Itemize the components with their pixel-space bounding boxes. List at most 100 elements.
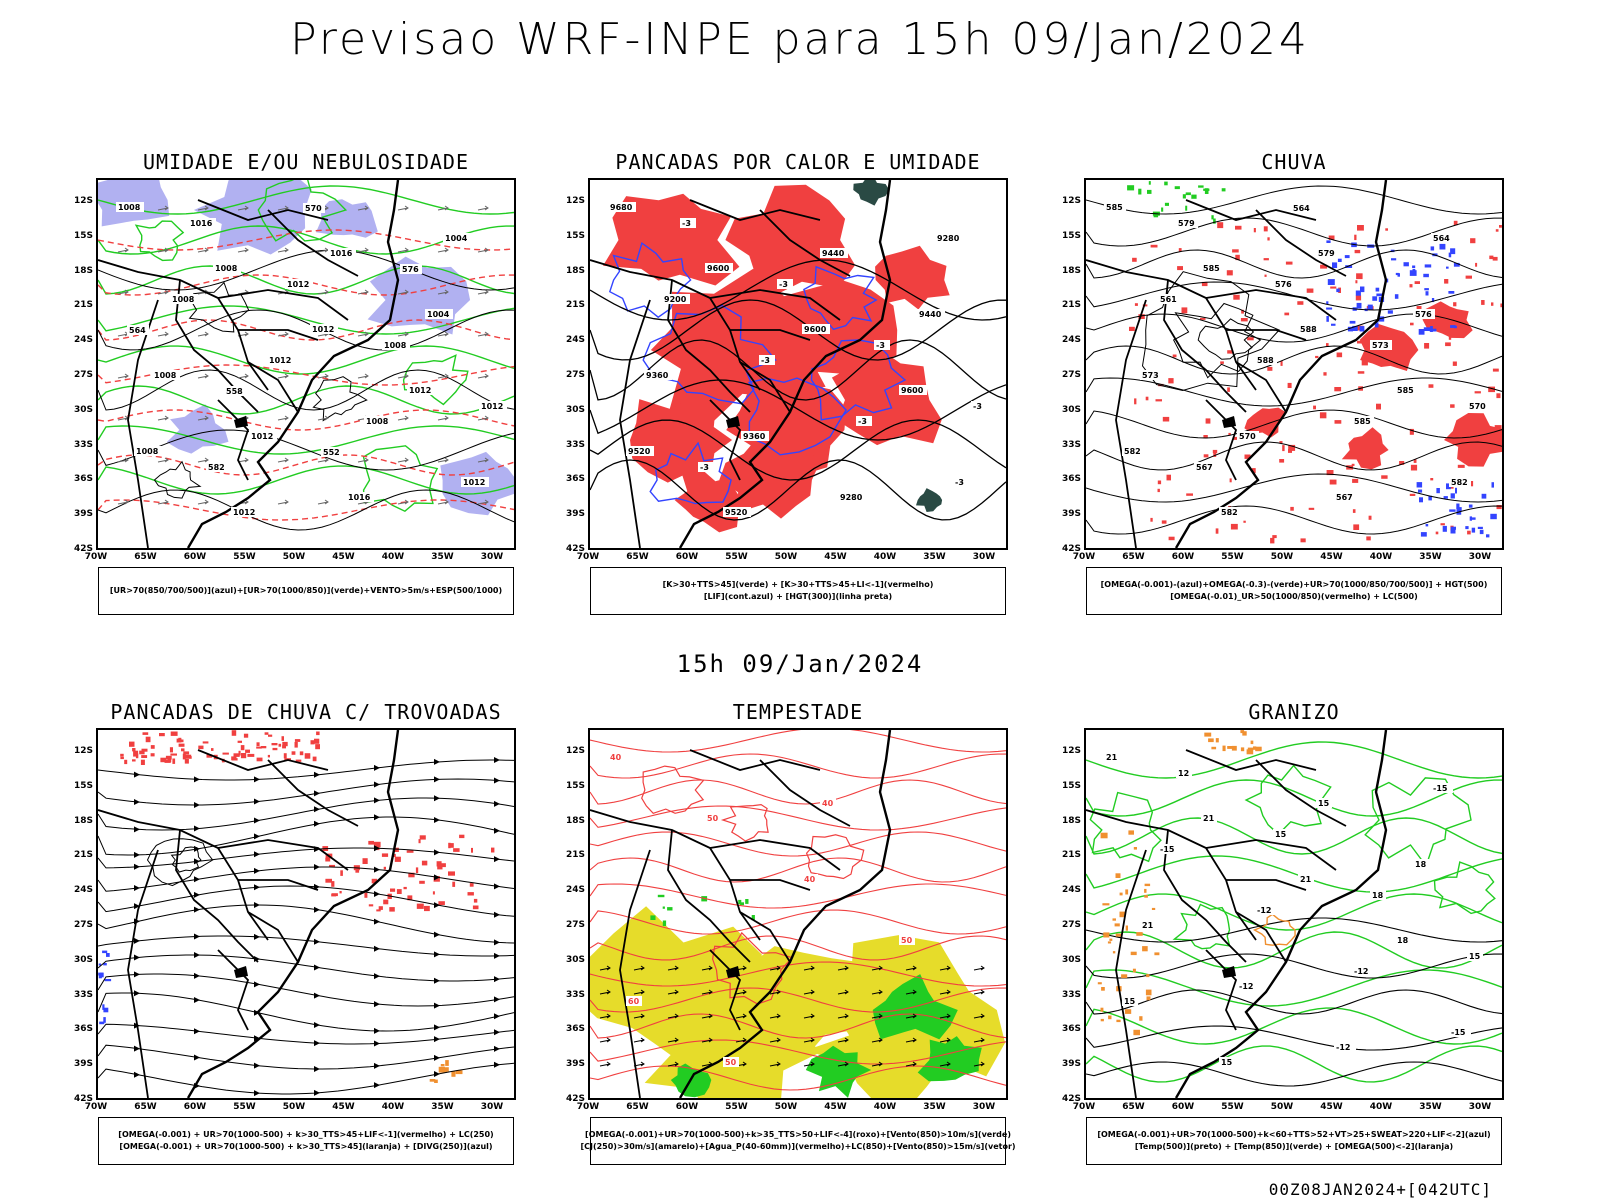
omega500-area	[1119, 911, 1126, 918]
streamline-arrowhead	[254, 1090, 260, 1097]
omega-ur-area	[1186, 493, 1193, 496]
omega-ur-area	[1243, 520, 1246, 523]
omega-ur-area	[1226, 270, 1233, 276]
lagoa-dos-patos	[234, 416, 248, 428]
lon-tick-label: 55W	[1221, 552, 1244, 562]
contour-label: 9280	[937, 234, 960, 243]
wind-vector	[437, 205, 449, 211]
state-border	[1185, 749, 1317, 771]
state-border	[267, 759, 359, 827]
wind850-vector	[701, 965, 713, 971]
wind-vector	[397, 331, 409, 337]
omega-001-area	[1349, 320, 1356, 324]
map-canvas	[98, 730, 514, 1098]
omega-ur-area	[1150, 517, 1153, 522]
wind850-vector	[735, 1037, 747, 1043]
streamline-arrowhead	[314, 771, 320, 778]
omega-ur-tts-area	[325, 857, 331, 862]
omega-ur-tts-area	[132, 759, 136, 762]
omega-ur-area	[1200, 317, 1206, 320]
contour-label-bg	[1273, 279, 1295, 289]
omega-ur-tts-area	[378, 906, 383, 910]
wind-vector	[477, 205, 489, 211]
omega500-area	[1100, 832, 1108, 839]
omega-ur-blob	[1444, 413, 1502, 467]
omega500-area	[1100, 1007, 1104, 1012]
omega-ur-area	[1272, 535, 1277, 539]
omega-001-area	[1418, 489, 1423, 493]
lc250-streamline	[98, 866, 514, 892]
wind850-area	[650, 915, 656, 920]
omega-001-area	[1394, 294, 1399, 299]
omega-001-area	[1423, 273, 1429, 278]
omega-001-area	[1412, 269, 1416, 274]
omega-ur-area	[1399, 461, 1405, 465]
contour-label-bg	[479, 401, 507, 411]
state-border	[1255, 209, 1347, 277]
omega-ur-k-area	[445, 1060, 449, 1066]
contour-label-bg	[1122, 446, 1144, 456]
lon-tick-label: 30W	[972, 1102, 996, 1112]
omega-001-area	[1374, 322, 1379, 328]
omega-ur-area	[1320, 264, 1328, 269]
omega-001-area	[1491, 482, 1494, 488]
contour-label-bg	[1158, 844, 1180, 854]
streamline-arrowhead	[374, 1082, 380, 1089]
omega-ur-area	[1355, 295, 1362, 301]
contour-label-bg	[285, 279, 313, 289]
omega-03-area	[1221, 188, 1226, 192]
omega-ur-tts-area	[142, 732, 149, 735]
divg250-area	[103, 963, 107, 966]
pressure-low	[188, 281, 250, 333]
panel-granizo: GRANIZO 21 21 21 18 15 15 15 18 21 -12 -12 -15 -15 -12…	[1062, 700, 1504, 1170]
lagoa-dos-patos	[726, 966, 740, 978]
streamline-arrowhead	[134, 1045, 140, 1052]
temp500-contour	[1086, 1025, 1502, 1051]
contour-label: 588	[1300, 325, 1317, 334]
contour-label: 576	[1415, 310, 1432, 319]
lif-contour	[803, 265, 878, 331]
contour-label: 582	[208, 463, 225, 472]
omega-ur-tts-area	[331, 893, 337, 897]
lc250-streamline	[98, 954, 514, 982]
contour-label: 567	[1336, 493, 1353, 502]
hgt500-contour	[1086, 185, 1502, 215]
omega-001-area	[1468, 504, 1473, 508]
omega-ur-tts-area	[403, 886, 407, 890]
lat-tick-label: 42S	[565, 1094, 585, 1104]
state-border	[1255, 759, 1347, 827]
omega500-area	[1144, 888, 1147, 893]
lon-tick-label: 40W	[873, 552, 897, 562]
omega-ur-tts-area	[314, 738, 320, 744]
contour-label-bg	[662, 294, 690, 304]
omega500-area	[1114, 923, 1120, 927]
wind850-vector	[837, 965, 849, 971]
jet-250-area	[806, 988, 957, 1098]
omega-ur-tts-area	[432, 891, 435, 895]
omega-ur-tts-area	[272, 747, 278, 751]
wind850-vector	[939, 1037, 951, 1043]
omega-03-area	[1213, 218, 1216, 224]
contour-label: 9680	[610, 203, 633, 212]
wind850-vector	[871, 1061, 883, 1067]
omega500-area	[1211, 746, 1217, 750]
lat-tick-label: 18S	[1061, 265, 1081, 276]
temp850-contour	[1086, 1007, 1502, 1045]
precip-water-contour	[711, 931, 794, 1005]
hgt300-contour	[590, 259, 1006, 321]
omega-ur-area	[1228, 432, 1231, 436]
wind850-vector	[599, 1061, 611, 1067]
omega-ur-area	[1409, 284, 1413, 288]
contour-label-bg	[1449, 1027, 1471, 1037]
thickness-contour	[98, 454, 514, 476]
omega-ur-area	[1134, 303, 1138, 306]
contour-label-bg	[1298, 874, 1314, 884]
omega-ur-tts-area	[240, 753, 247, 759]
wind-vector	[157, 205, 169, 211]
omega-001-area	[1326, 240, 1331, 243]
rh-low-loop	[402, 354, 469, 406]
omega-ur-tts-area	[355, 870, 360, 873]
legend-box: [OMEGA(-0.001)+UR>70(1000-500)+k<60+TTS>…	[1086, 1117, 1502, 1165]
streamline-arrowhead	[194, 891, 200, 898]
contour-label-bg	[303, 203, 325, 213]
